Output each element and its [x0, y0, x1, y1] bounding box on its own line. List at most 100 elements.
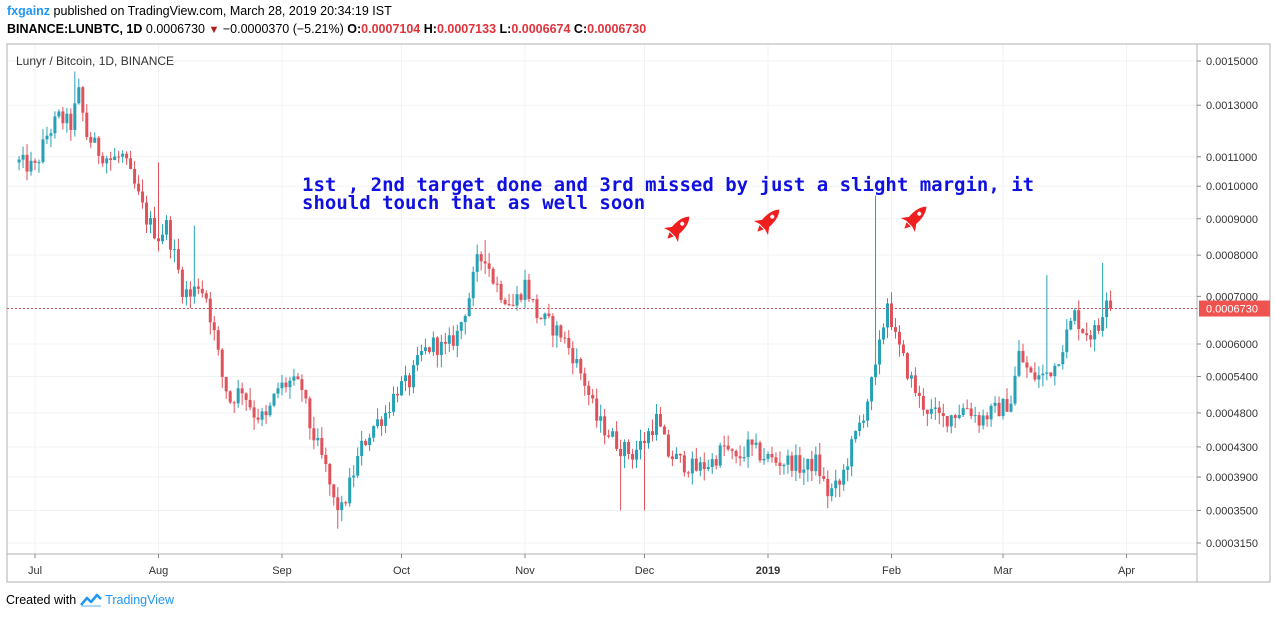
tradingview-link[interactable]: TradingView: [80, 593, 174, 607]
candle: [419, 344, 423, 362]
candle-body: [17, 159, 21, 163]
candle: [264, 404, 268, 424]
candle-body: [981, 415, 985, 426]
candle-body: [439, 341, 443, 356]
candle-body: [1021, 350, 1025, 363]
candle-body: [232, 402, 236, 404]
candle: [21, 146, 25, 169]
candle-body: [730, 449, 734, 451]
candle: [750, 439, 754, 457]
candle: [29, 151, 33, 176]
candle: [846, 458, 850, 482]
candle: [531, 298, 535, 303]
candle: [427, 346, 431, 354]
candle-body: [360, 440, 364, 456]
candle: [312, 416, 316, 450]
candle: [300, 374, 304, 402]
candle: [949, 414, 953, 434]
candle: [802, 457, 806, 485]
candle-body: [443, 341, 447, 344]
candle-body: [551, 316, 555, 336]
candle: [380, 416, 384, 436]
candle: [1009, 395, 1013, 413]
candle-body: [240, 388, 244, 394]
candle-body: [834, 480, 838, 489]
candle: [340, 495, 344, 522]
x-tick-label: Oct: [393, 565, 410, 577]
candle: [1065, 319, 1069, 359]
candle: [439, 334, 443, 368]
candle: [515, 285, 519, 311]
author-name[interactable]: fxgainz: [7, 4, 51, 18]
candle-body: [427, 347, 431, 352]
candle: [718, 442, 722, 468]
candle-body: [356, 455, 360, 476]
candle: [236, 379, 240, 408]
candle: [1037, 366, 1041, 388]
candle: [431, 331, 435, 356]
candle: [738, 445, 742, 466]
candle: [539, 317, 543, 320]
candle: [654, 403, 658, 441]
candle: [308, 396, 312, 440]
candle-body: [479, 254, 483, 262]
candle-body: [997, 402, 1001, 417]
candle-body: [531, 299, 535, 301]
candle: [658, 406, 662, 428]
candle: [1045, 275, 1049, 381]
candle-body: [1097, 325, 1101, 331]
candle-body: [109, 158, 113, 160]
candle: [726, 435, 730, 452]
candle: [415, 346, 419, 372]
x-tick-label: Dec: [635, 565, 655, 577]
candle: [1069, 317, 1073, 331]
candle: [105, 155, 109, 174]
candle-body: [200, 288, 204, 294]
candle: [156, 162, 160, 252]
candle: [818, 442, 822, 485]
candle-body: [21, 154, 25, 160]
candle-body: [296, 376, 300, 380]
candle: [714, 455, 718, 470]
candle-body: [738, 456, 742, 459]
candle-body: [941, 413, 945, 417]
candle: [730, 448, 734, 460]
candle: [360, 430, 364, 466]
candle: [423, 338, 427, 355]
candle-body: [909, 375, 913, 379]
candle-body: [423, 347, 427, 352]
candle: [1097, 318, 1101, 335]
candle-body: [336, 497, 340, 511]
candle-body: [989, 405, 993, 420]
candle-body: [949, 415, 953, 427]
candle-body: [1017, 350, 1021, 376]
candle: [997, 396, 1001, 417]
low-value: 0.0006674: [511, 22, 571, 36]
candle: [81, 86, 85, 122]
candle-body: [579, 359, 583, 374]
candle: [643, 431, 647, 511]
candle: [690, 451, 694, 485]
candle: [93, 132, 97, 143]
candle-body: [631, 453, 635, 460]
candle-body: [467, 298, 471, 317]
candle-body: [957, 414, 961, 418]
candle: [575, 348, 579, 368]
candle: [160, 224, 164, 245]
candle-body: [563, 337, 567, 339]
candle-body: [300, 379, 304, 390]
candle: [798, 447, 802, 479]
x-tick-label: Aug: [149, 565, 169, 577]
candle-body: [459, 322, 463, 331]
candle: [403, 365, 407, 392]
candle: [503, 297, 507, 306]
candle-body: [694, 458, 698, 471]
candle-body: [937, 407, 941, 414]
candle: [288, 376, 292, 399]
candle-body: [643, 440, 647, 444]
candle-body: [503, 299, 507, 305]
candle: [1073, 308, 1077, 325]
candle: [682, 450, 686, 477]
candle-body: [961, 408, 965, 415]
